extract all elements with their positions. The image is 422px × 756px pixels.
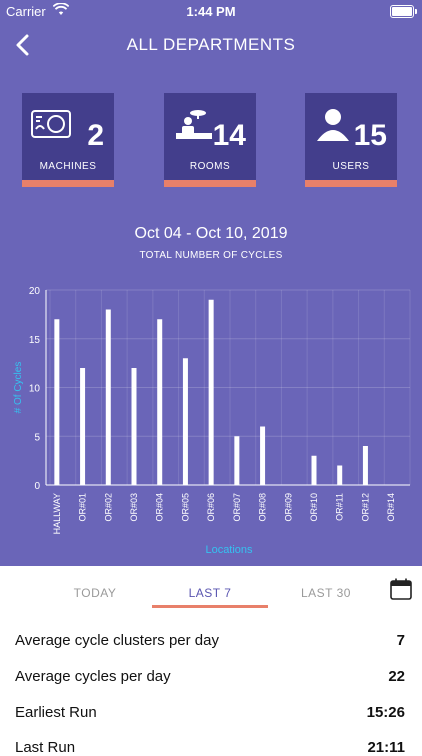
stat-value: 2 (87, 119, 104, 152)
x-tick-label: OR#14 (386, 493, 396, 522)
x-axis-title: Locations (205, 544, 253, 556)
bar (131, 368, 137, 485)
clock: 1:44 PM (186, 4, 236, 19)
x-tick-label: HALLWAY (52, 493, 62, 534)
summary-label: Average cycle clusters per day (15, 632, 219, 649)
user-icon (317, 109, 349, 141)
y-tick-label: 5 (34, 432, 40, 443)
x-tick-label: OR#08 (258, 493, 268, 522)
stat-label: USERS (332, 161, 370, 172)
x-tick-label: OR#03 (129, 493, 139, 522)
bar (260, 426, 266, 485)
wifi-icon (52, 2, 70, 19)
date-range: Oct 04 - Oct 10, 2019 (134, 225, 288, 242)
calendar-button[interactable] (390, 578, 412, 600)
bar (337, 465, 343, 485)
x-tick-label: OR#05 (180, 493, 190, 522)
summary-value: 21:11 (367, 739, 405, 756)
y-axis-title: # Of Cycles (13, 362, 24, 414)
x-tick-label: OR#01 (78, 493, 88, 522)
tab-last-7[interactable]: LAST 7 (188, 586, 232, 600)
bar (362, 446, 368, 485)
summary-value: 22 (388, 668, 405, 685)
stat-value: 14 (212, 119, 246, 152)
bar (208, 299, 214, 485)
stat-card-users[interactable]: 15 USERS (305, 93, 397, 187)
summary-value: 7 (396, 632, 405, 649)
battery-icon (390, 5, 417, 18)
status-bar: Carrier 1:44 PM (0, 0, 422, 22)
bar (105, 309, 111, 485)
summary-label: Earliest Run (15, 704, 97, 721)
x-tick-label: OR#02 (103, 493, 113, 522)
x-tick-label: OR#04 (155, 493, 165, 522)
tab-today[interactable]: TODAY (73, 586, 117, 600)
x-tick-label: OR#11 (335, 493, 345, 521)
y-tick-label: 20 (29, 286, 41, 297)
chevron-left-icon (16, 34, 29, 56)
stat-card-rooms[interactable]: 14 ROOMS (164, 93, 256, 187)
x-tick-label: OR#09 (283, 493, 293, 522)
summary-label: Last Run (15, 739, 76, 756)
x-tick-label: OR#10 (309, 493, 319, 522)
bar (182, 358, 188, 485)
stat-label: ROOMS (189, 161, 231, 172)
calendar-icon (390, 578, 412, 600)
bar (311, 455, 317, 485)
y-tick-label: 0 (34, 481, 40, 492)
stat-label: MACHINES (39, 161, 97, 172)
summary-label: Average cycles per day (15, 668, 171, 685)
stat-card-machines[interactable]: 2 MACHINES (22, 93, 114, 187)
bar (54, 319, 60, 485)
carrier-label: Carrier (6, 4, 46, 19)
header-panel: Carrier 1:44 PM ALL DEPARTMENTS 2 MACHIN… (0, 0, 422, 566)
chart-title: TOTAL NUMBER OF CYCLES (139, 250, 283, 261)
back-button[interactable] (12, 30, 36, 60)
cycles-bar-chart: 0 5 10 15 20 HALLWAY OR#01 OR#02 OR#03 OR#04 OR#05… (13, 286, 411, 556)
tab-last-30[interactable]: LAST 30 (301, 586, 351, 600)
bar (157, 319, 163, 485)
range-tabs: TODAY LAST 7 LAST 30 (0, 578, 422, 612)
x-tick-label: OR#07 (232, 493, 242, 522)
y-tick-label: 15 (29, 335, 41, 346)
room-icon (176, 110, 212, 139)
x-tick-label: OR#06 (206, 493, 216, 522)
active-tab-indicator (152, 605, 268, 608)
x-tick-label: OR#12 (360, 493, 370, 522)
y-tick-label: 10 (29, 384, 41, 395)
stat-value: 15 (353, 119, 387, 152)
page-title: ALL DEPARTMENTS (126, 35, 296, 54)
bar (80, 368, 86, 485)
bar (234, 436, 240, 485)
summary-value: 15:26 (366, 704, 405, 721)
machine-icon (31, 110, 71, 138)
